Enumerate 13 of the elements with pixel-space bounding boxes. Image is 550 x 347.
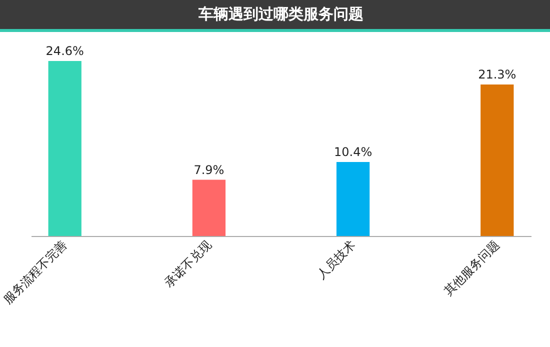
x-tick-label: 人员技术 [314, 238, 358, 282]
x-tick-label: 服务流程不完善 [0, 238, 70, 307]
bar [336, 162, 370, 236]
bar [192, 180, 226, 236]
x-tick-label: 承诺不兑现 [162, 238, 214, 290]
chart-title: 车辆遇到过哪类服务问题 [198, 5, 364, 23]
x-tick-label: 其他服务问题 [441, 238, 502, 298]
bar [480, 84, 514, 236]
data-label: 7.9% [194, 162, 224, 177]
data-label: 24.6% [46, 44, 84, 58]
bar [48, 61, 82, 236]
data-label: 21.3% [478, 67, 516, 82]
data-label: 10.4% [334, 145, 372, 160]
